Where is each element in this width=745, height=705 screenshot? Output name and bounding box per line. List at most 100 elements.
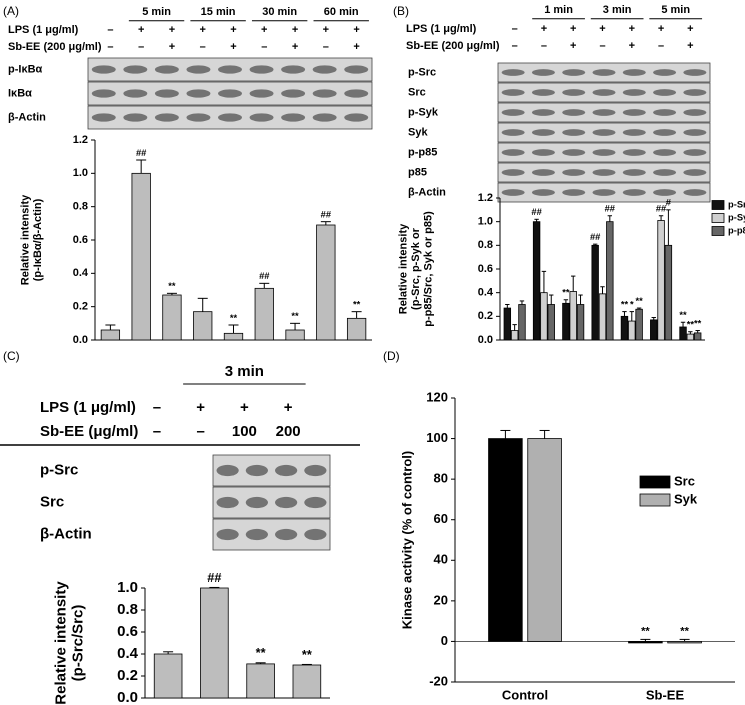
y-tick-label: 0 xyxy=(441,633,448,648)
significance-label: ## xyxy=(531,207,542,217)
y-tick-label: 0.4 xyxy=(73,267,89,279)
significance-label: ** xyxy=(256,645,266,660)
treatment-mark: + xyxy=(230,41,236,53)
blot-label: p-Src xyxy=(40,461,78,478)
treatment-mark: 200 xyxy=(276,423,301,440)
significance-label: ** xyxy=(694,318,702,328)
significance-label: ** xyxy=(621,299,629,309)
blot-label: p-Src xyxy=(408,66,436,78)
blot-label: p-IκBα xyxy=(8,63,43,75)
blot-band xyxy=(344,89,369,98)
blot-band xyxy=(344,65,369,74)
bar xyxy=(667,641,702,644)
blot-band xyxy=(304,528,327,541)
treatment-mark: + xyxy=(323,24,329,36)
treatment-mark: + xyxy=(541,23,547,35)
significance-label: ## xyxy=(259,271,270,281)
blot-band xyxy=(683,189,707,196)
bar xyxy=(346,317,367,341)
time-header: 3 min xyxy=(603,4,632,16)
treatment-mark: – xyxy=(323,41,329,53)
blot-label: p-Syk xyxy=(408,106,439,118)
treatment-mark: – xyxy=(658,40,664,52)
time-header: 30 min xyxy=(262,6,297,18)
y-axis-label: (p-Src/Src) xyxy=(70,605,87,682)
blot-band xyxy=(216,528,239,541)
significance-label: ## xyxy=(136,148,147,158)
time-header: 5 min xyxy=(142,6,171,18)
significance-label: ## xyxy=(605,204,616,214)
blot-band xyxy=(622,69,646,76)
blot-band xyxy=(123,113,148,122)
bar xyxy=(620,315,629,341)
treatment-label: LPS (1 μg/ml) xyxy=(8,24,79,36)
treatment-mark: + xyxy=(196,399,205,416)
blot-band xyxy=(622,89,646,96)
panel-label: (B) xyxy=(393,4,409,18)
bar xyxy=(657,220,665,341)
y-tick-label: 1.2 xyxy=(478,192,493,204)
blot-band xyxy=(683,89,707,96)
treatment-label: Sb-EE (200 μg/ml) xyxy=(8,41,102,53)
treatment-mark: + xyxy=(353,24,359,36)
bar xyxy=(153,653,183,699)
bar xyxy=(635,308,643,341)
blot-band xyxy=(653,89,677,96)
panel-label: (D) xyxy=(383,349,400,363)
blot-band xyxy=(653,129,677,136)
treatment-mark: + xyxy=(599,23,605,35)
bar xyxy=(316,224,336,341)
blot-band xyxy=(304,496,327,509)
blot-band xyxy=(218,113,242,122)
treatment-mark: – xyxy=(153,423,161,440)
y-tick-label: 0.0 xyxy=(73,334,88,346)
blot-band xyxy=(218,89,242,98)
blot-band xyxy=(249,113,274,122)
treatment-mark: + xyxy=(292,41,298,53)
y-axis-label: Relative intensity xyxy=(397,223,409,314)
bar xyxy=(510,330,519,341)
blot-band xyxy=(154,113,179,122)
blot-band xyxy=(562,69,586,76)
y-tick-label: 0.6 xyxy=(73,234,88,246)
blot-band xyxy=(186,113,211,122)
y-tick-label: 0.8 xyxy=(73,201,88,213)
blot-band xyxy=(683,109,707,116)
blot-band xyxy=(531,149,555,156)
blot-band xyxy=(216,464,239,477)
significance-label: ** xyxy=(687,320,695,330)
treatment-mark: + xyxy=(292,24,298,36)
significance-label: ** xyxy=(635,296,643,306)
blot-band xyxy=(531,109,555,116)
significance-label: ** xyxy=(168,281,176,291)
y-tick-label: 0.8 xyxy=(117,601,138,618)
panel-label: (C) xyxy=(3,349,20,363)
blot-band xyxy=(592,89,616,96)
y-tick-label: -20 xyxy=(429,673,448,688)
bar xyxy=(540,292,548,341)
treatment-mark: + xyxy=(169,24,175,36)
legend-label: Src xyxy=(674,473,695,488)
y-tick-label: 20 xyxy=(434,592,448,607)
y-tick-label: 0.0 xyxy=(478,334,493,346)
panel-label: (A) xyxy=(3,4,19,18)
treatment-mark: – xyxy=(196,423,204,440)
bar xyxy=(679,326,687,341)
blot-label: Syk xyxy=(408,126,428,138)
blot-label: Src xyxy=(40,493,64,510)
blot-label: Src xyxy=(408,86,426,98)
blot-band xyxy=(501,89,525,96)
y-tick-label: 0.2 xyxy=(478,310,493,322)
blot-label: β-Actin xyxy=(408,186,446,198)
significance-label: ** xyxy=(353,300,361,310)
treatment-mark: + xyxy=(353,41,359,53)
bar xyxy=(254,287,274,341)
blot-band xyxy=(123,89,148,98)
blot-band xyxy=(312,113,337,122)
y-axis-label: p-p85/Src, Syk or p85) xyxy=(423,211,435,327)
y-tick-label: 0.4 xyxy=(117,645,139,662)
bar xyxy=(569,291,577,341)
treatment-mark: – xyxy=(512,40,518,52)
treatment-mark: – xyxy=(138,41,144,53)
